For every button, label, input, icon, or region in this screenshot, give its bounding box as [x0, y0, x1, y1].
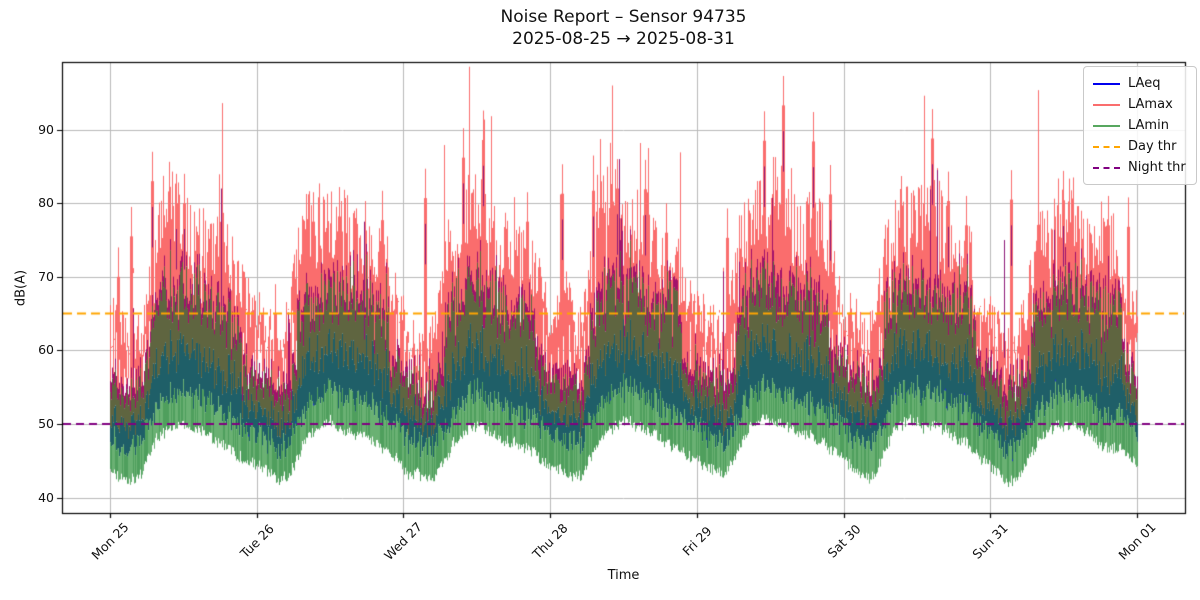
- legend-item: LAeq: [1093, 73, 1186, 94]
- legend-item-label: Day thr: [1128, 139, 1177, 154]
- legend-item: Night thr: [1093, 157, 1186, 178]
- y-tick-label: 90: [38, 121, 54, 137]
- legend-item-label: LAmin: [1128, 118, 1169, 133]
- x-axis-label: Time: [607, 568, 640, 583]
- legend-item-label: Night thr: [1128, 160, 1186, 175]
- y-tick-label: 80: [38, 195, 54, 211]
- legend-item-label: LAeq: [1128, 76, 1161, 91]
- y-tick-label: 50: [38, 415, 54, 431]
- legend-swatch-lamin: [1093, 124, 1120, 127]
- y-tick-label: 60: [38, 342, 54, 358]
- title-block: Noise Report – Sensor 94735 2025-08-25 →…: [62, 6, 1185, 50]
- y-tick-label: 70: [38, 268, 54, 284]
- chart-title: Noise Report – Sensor 94735: [500, 7, 747, 27]
- legend-swatch-day-thr: [1093, 145, 1120, 148]
- legend-item: Day thr: [1093, 136, 1186, 157]
- legend-swatch-laeq: [1093, 82, 1120, 85]
- legend-item-label: LAmax: [1128, 97, 1173, 112]
- chart-subtitle: 2025-08-25 → 2025-08-31: [512, 29, 735, 49]
- legend-swatch-lamax: [1093, 103, 1120, 106]
- legend-item: LAmax: [1093, 94, 1186, 115]
- legend-item: LAmin: [1093, 115, 1186, 136]
- legend: LAeq LAmax LAmin Day thr Night thr: [1083, 66, 1197, 185]
- y-tick-label: 40: [38, 489, 54, 505]
- legend-swatch-night-thr: [1093, 166, 1120, 169]
